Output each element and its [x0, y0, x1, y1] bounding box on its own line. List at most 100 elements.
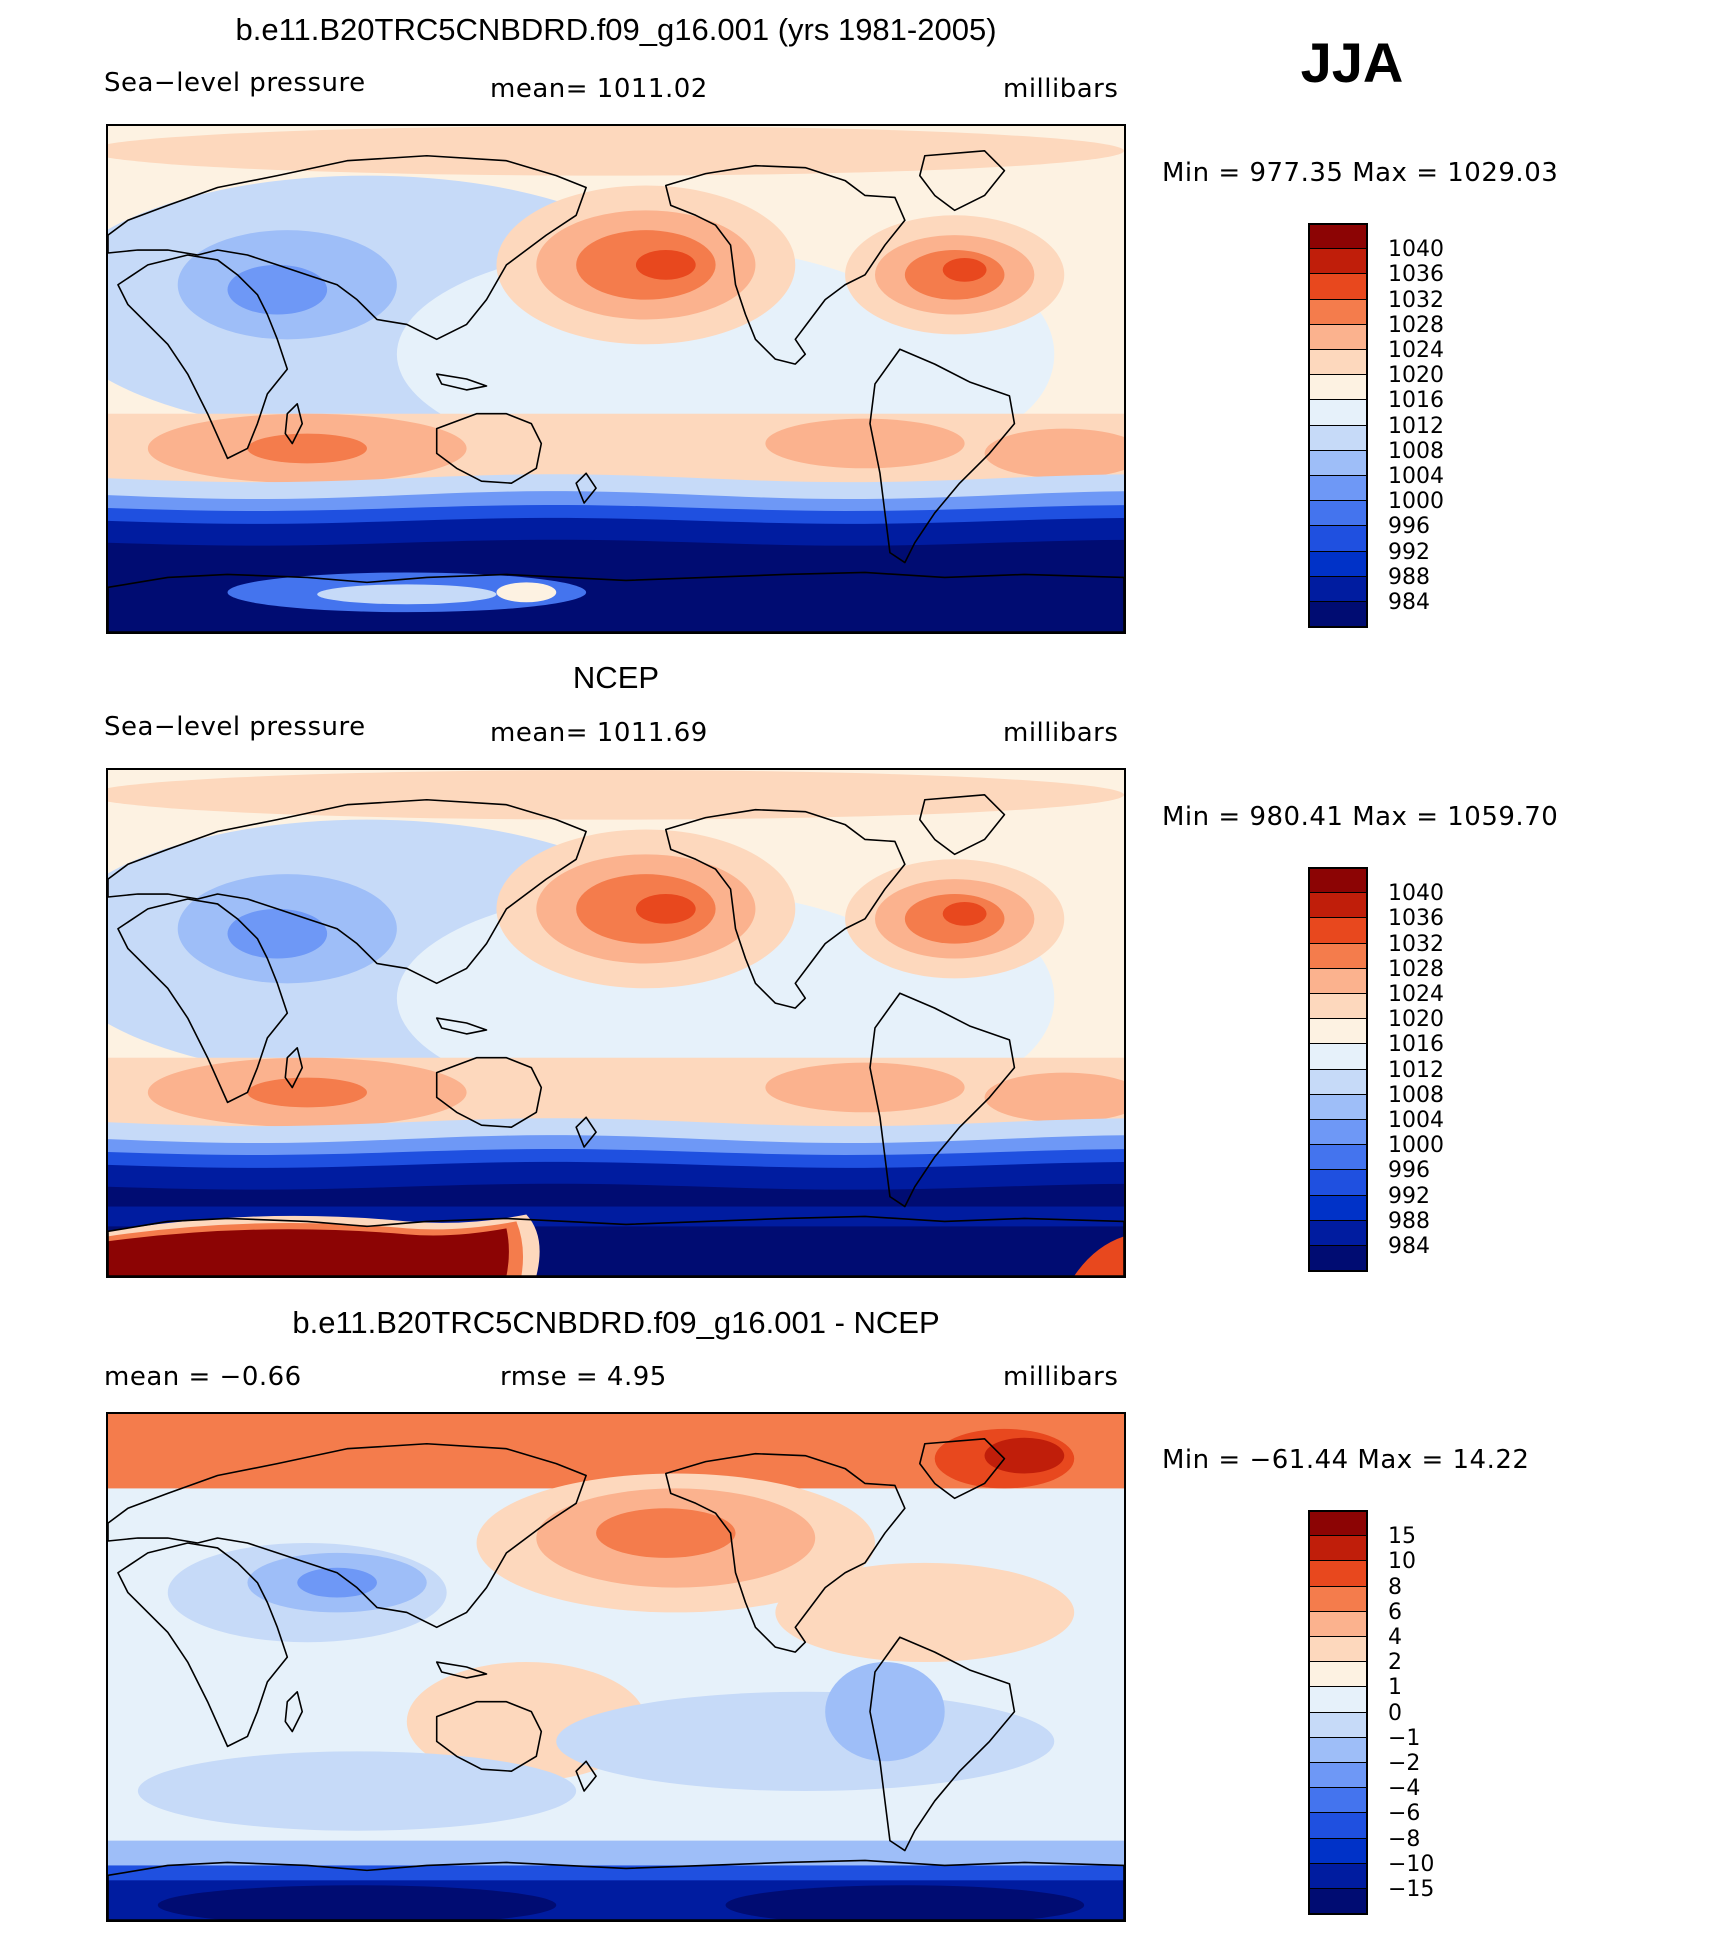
pressure-band	[108, 505, 1124, 528]
coastline	[108, 1442, 587, 1629]
coastline	[108, 571, 1124, 632]
colorbar-swatch	[1308, 1560, 1368, 1587]
pressure-contour	[227, 908, 328, 959]
colorbar-label: 1000	[1388, 1133, 1444, 1159]
colorbar-label: 992	[1388, 1183, 1430, 1209]
panel-3-mean: mean = −0.66	[104, 1362, 302, 1392]
colorbar-label: 1004	[1388, 464, 1444, 489]
panel-2-title: NCEP	[572, 660, 660, 695]
colorbar-swatch	[1308, 1736, 1368, 1763]
coastline	[869, 1636, 1016, 1852]
panel-1-map	[106, 124, 1126, 634]
colorbar-swatch	[1308, 1711, 1368, 1738]
pressure-contour	[317, 584, 497, 605]
colorbar-swatch	[1308, 525, 1368, 552]
coastline	[869, 348, 1016, 564]
coastline	[108, 1215, 1124, 1276]
colorbar-label: 1024	[1388, 982, 1444, 1007]
colorbar-swatch	[1308, 399, 1368, 426]
colorbar-label: 996	[1388, 514, 1430, 540]
pressure-band	[108, 474, 1124, 504]
colorbar-swatch	[1308, 1837, 1368, 1864]
pressure-contour	[984, 1072, 1124, 1123]
colorbar-label: −10	[1388, 1851, 1435, 1877]
coastline	[435, 373, 488, 391]
colorbar-label: 1	[1388, 1675, 1402, 1701]
colorbar-swatch	[1308, 1585, 1368, 1612]
coastlines	[108, 1438, 1124, 1920]
colorbar-swatch	[1308, 1762, 1368, 1789]
colorbar-label: 984	[1388, 1234, 1430, 1259]
coastline	[919, 150, 1006, 212]
coastline	[919, 794, 1006, 856]
colorbar-label: 1024	[1388, 338, 1444, 363]
colorbar-label: 1012	[1388, 1057, 1444, 1083]
coastline	[435, 412, 543, 484]
colorbar-swatch	[1308, 601, 1368, 628]
panel-1-units: millibars	[1003, 74, 1119, 104]
colorbar-label: 1036	[1388, 906, 1444, 932]
pressure-contour	[635, 894, 696, 924]
pressure-contour	[942, 901, 987, 926]
coastline	[575, 472, 597, 504]
colorbar-label: 1016	[1388, 1032, 1444, 1058]
pressure-contour	[725, 1885, 1085, 1920]
colorbar-label: 984	[1388, 590, 1430, 615]
colorbar-swatch	[1308, 1219, 1368, 1246]
colorbar-label: 988	[1388, 1208, 1430, 1234]
map-plot	[108, 1414, 1124, 1920]
coastline	[575, 1760, 597, 1792]
coastlines	[108, 150, 1124, 632]
colorbar-swatch	[1308, 475, 1368, 502]
colorbar-swatch	[1308, 500, 1368, 527]
panel-3-minmax: Min = −61.44 Max = 14.22	[1162, 1445, 1530, 1475]
filled-contours	[108, 770, 1124, 1276]
colorbar-label: 1040	[1388, 881, 1444, 907]
coastline	[435, 1700, 543, 1772]
colorbar-swatch	[1308, 1636, 1368, 1663]
panel-3-rmse: rmse = 4.95	[500, 1362, 667, 1392]
coastline	[117, 1542, 289, 1748]
pressure-contour	[556, 1691, 1055, 1792]
pressure-band	[108, 1161, 1124, 1195]
colorbar-label: −2	[1388, 1751, 1421, 1776]
pressure-contour	[596, 1508, 736, 1558]
pressure-contour	[775, 1562, 1075, 1663]
colorbar-swatch	[1308, 917, 1368, 944]
colorbar-swatch	[1308, 942, 1368, 969]
colorbar-label: 6	[1388, 1599, 1402, 1625]
pressure-contour	[984, 428, 1124, 479]
colorbar-label: 1016	[1388, 388, 1444, 414]
colorbar-label: 1020	[1388, 363, 1444, 389]
pressure-contour	[157, 1885, 557, 1920]
colorbar-swatch	[1308, 1093, 1368, 1120]
coastline	[108, 154, 587, 341]
pressure-band	[108, 1135, 1124, 1159]
colorbar-swatch	[1308, 1119, 1368, 1146]
panel-1-variable: Sea−level pressure	[104, 68, 366, 98]
pressure-band	[108, 517, 1124, 551]
colorbar-label: −6	[1388, 1801, 1421, 1827]
colorbar-swatch	[1308, 449, 1368, 476]
pressure-contour	[765, 418, 965, 469]
map-plot	[108, 126, 1124, 632]
colorbar-swatch	[1308, 1862, 1368, 1889]
panel-3-title: b.e11.B20TRC5CNBDRD.f09_g16.001 - NCEP	[292, 1305, 940, 1340]
coastlines	[108, 794, 1124, 1276]
colorbar-swatch	[1308, 424, 1368, 451]
colorbar-swatch	[1308, 1169, 1368, 1196]
pressure-band	[108, 491, 1124, 515]
coastline	[284, 1047, 304, 1089]
colorbar-swatch	[1308, 1144, 1368, 1171]
colorbar-swatch	[1308, 349, 1368, 376]
coastline	[284, 1691, 304, 1733]
panel-3-units: millibars	[1003, 1362, 1119, 1392]
panel-1-mean: mean= 1011.02	[490, 74, 708, 104]
coastline	[108, 1859, 1124, 1920]
pressure-contour	[825, 1662, 945, 1762]
colorbar-label: 1032	[1388, 931, 1444, 957]
colorbar-label: 992	[1388, 539, 1430, 565]
colorbar-label: 996	[1388, 1158, 1430, 1184]
panel-1-minmax: Min = 977.35 Max = 1029.03	[1162, 158, 1559, 188]
